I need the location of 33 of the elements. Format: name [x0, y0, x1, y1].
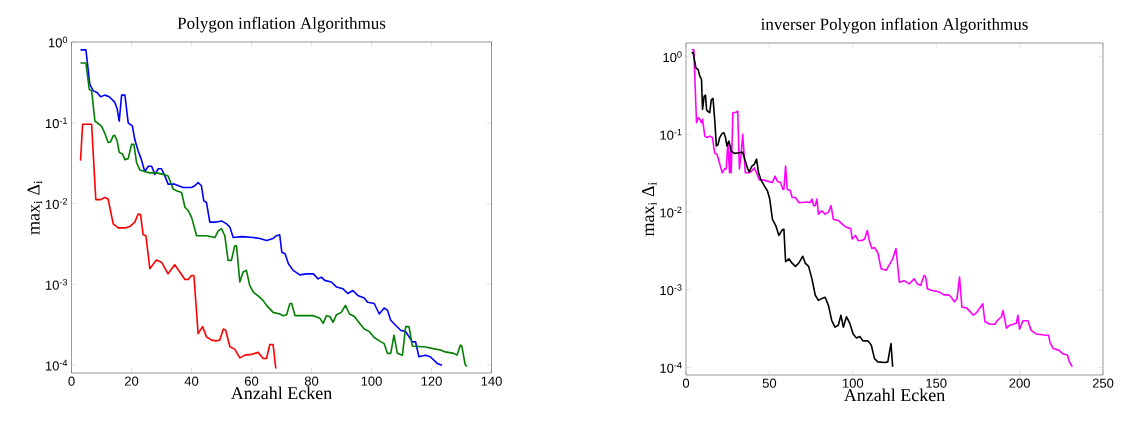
y-tick-label: 10$^{0}$	[48, 36, 68, 48]
y-tick-label: 10$^{-4}$	[660, 362, 682, 373]
x-tick-label: 250	[1092, 378, 1114, 388]
y-tick-label: 10$^{0}$	[663, 51, 682, 63]
line-series	[690, 51, 894, 368]
x-tick-label: 100	[842, 378, 864, 388]
y-tick-label: 10$^{-3}$	[45, 278, 68, 290]
x-tick-label: 200	[1009, 378, 1030, 388]
y-tick-label: 10$^{-2}$	[45, 198, 68, 209]
x-axis-title: Anzahl Ecken	[843, 388, 945, 402]
x-axis-title: Anzahl Ecken	[230, 386, 332, 400]
y-tick-label: 10$^{-1}$	[660, 129, 682, 140]
x-tick-label: 0	[682, 378, 690, 388]
x-tick-label: 150	[926, 378, 947, 388]
x-tick-label: 120	[421, 376, 442, 386]
chart-title: inverser Polygon inflation Algorithmus	[761, 17, 1028, 34]
x-tick-label: 20	[124, 376, 139, 386]
x-tick-label: 40	[184, 376, 199, 386]
y-axis-title: max$_{i}$ Δ$_{i}$	[642, 182, 657, 237]
x-tick-label: 60	[244, 376, 259, 386]
line-series	[690, 48, 1074, 368]
y-tick-label: 10$^{-4}$	[45, 359, 68, 371]
chart-title: Polygon inflation Algorithmus	[177, 16, 386, 33]
y-axis-title: max$_{i}$ Δ$_{i}$	[27, 180, 43, 235]
y-tick-label: 10$^{-2}$	[660, 206, 682, 218]
x-tick-label: 100	[361, 376, 382, 386]
y-tick-label: 10$^{-3}$	[660, 284, 682, 296]
line-series	[79, 123, 277, 370]
x-tick-label: 50	[762, 378, 777, 388]
x-tick-label: 140	[481, 376, 502, 386]
x-tick-label: 80	[304, 376, 319, 386]
x-tick-label: 0	[68, 376, 75, 386]
y-tick-label: 10$^{-1}$	[45, 117, 68, 129]
